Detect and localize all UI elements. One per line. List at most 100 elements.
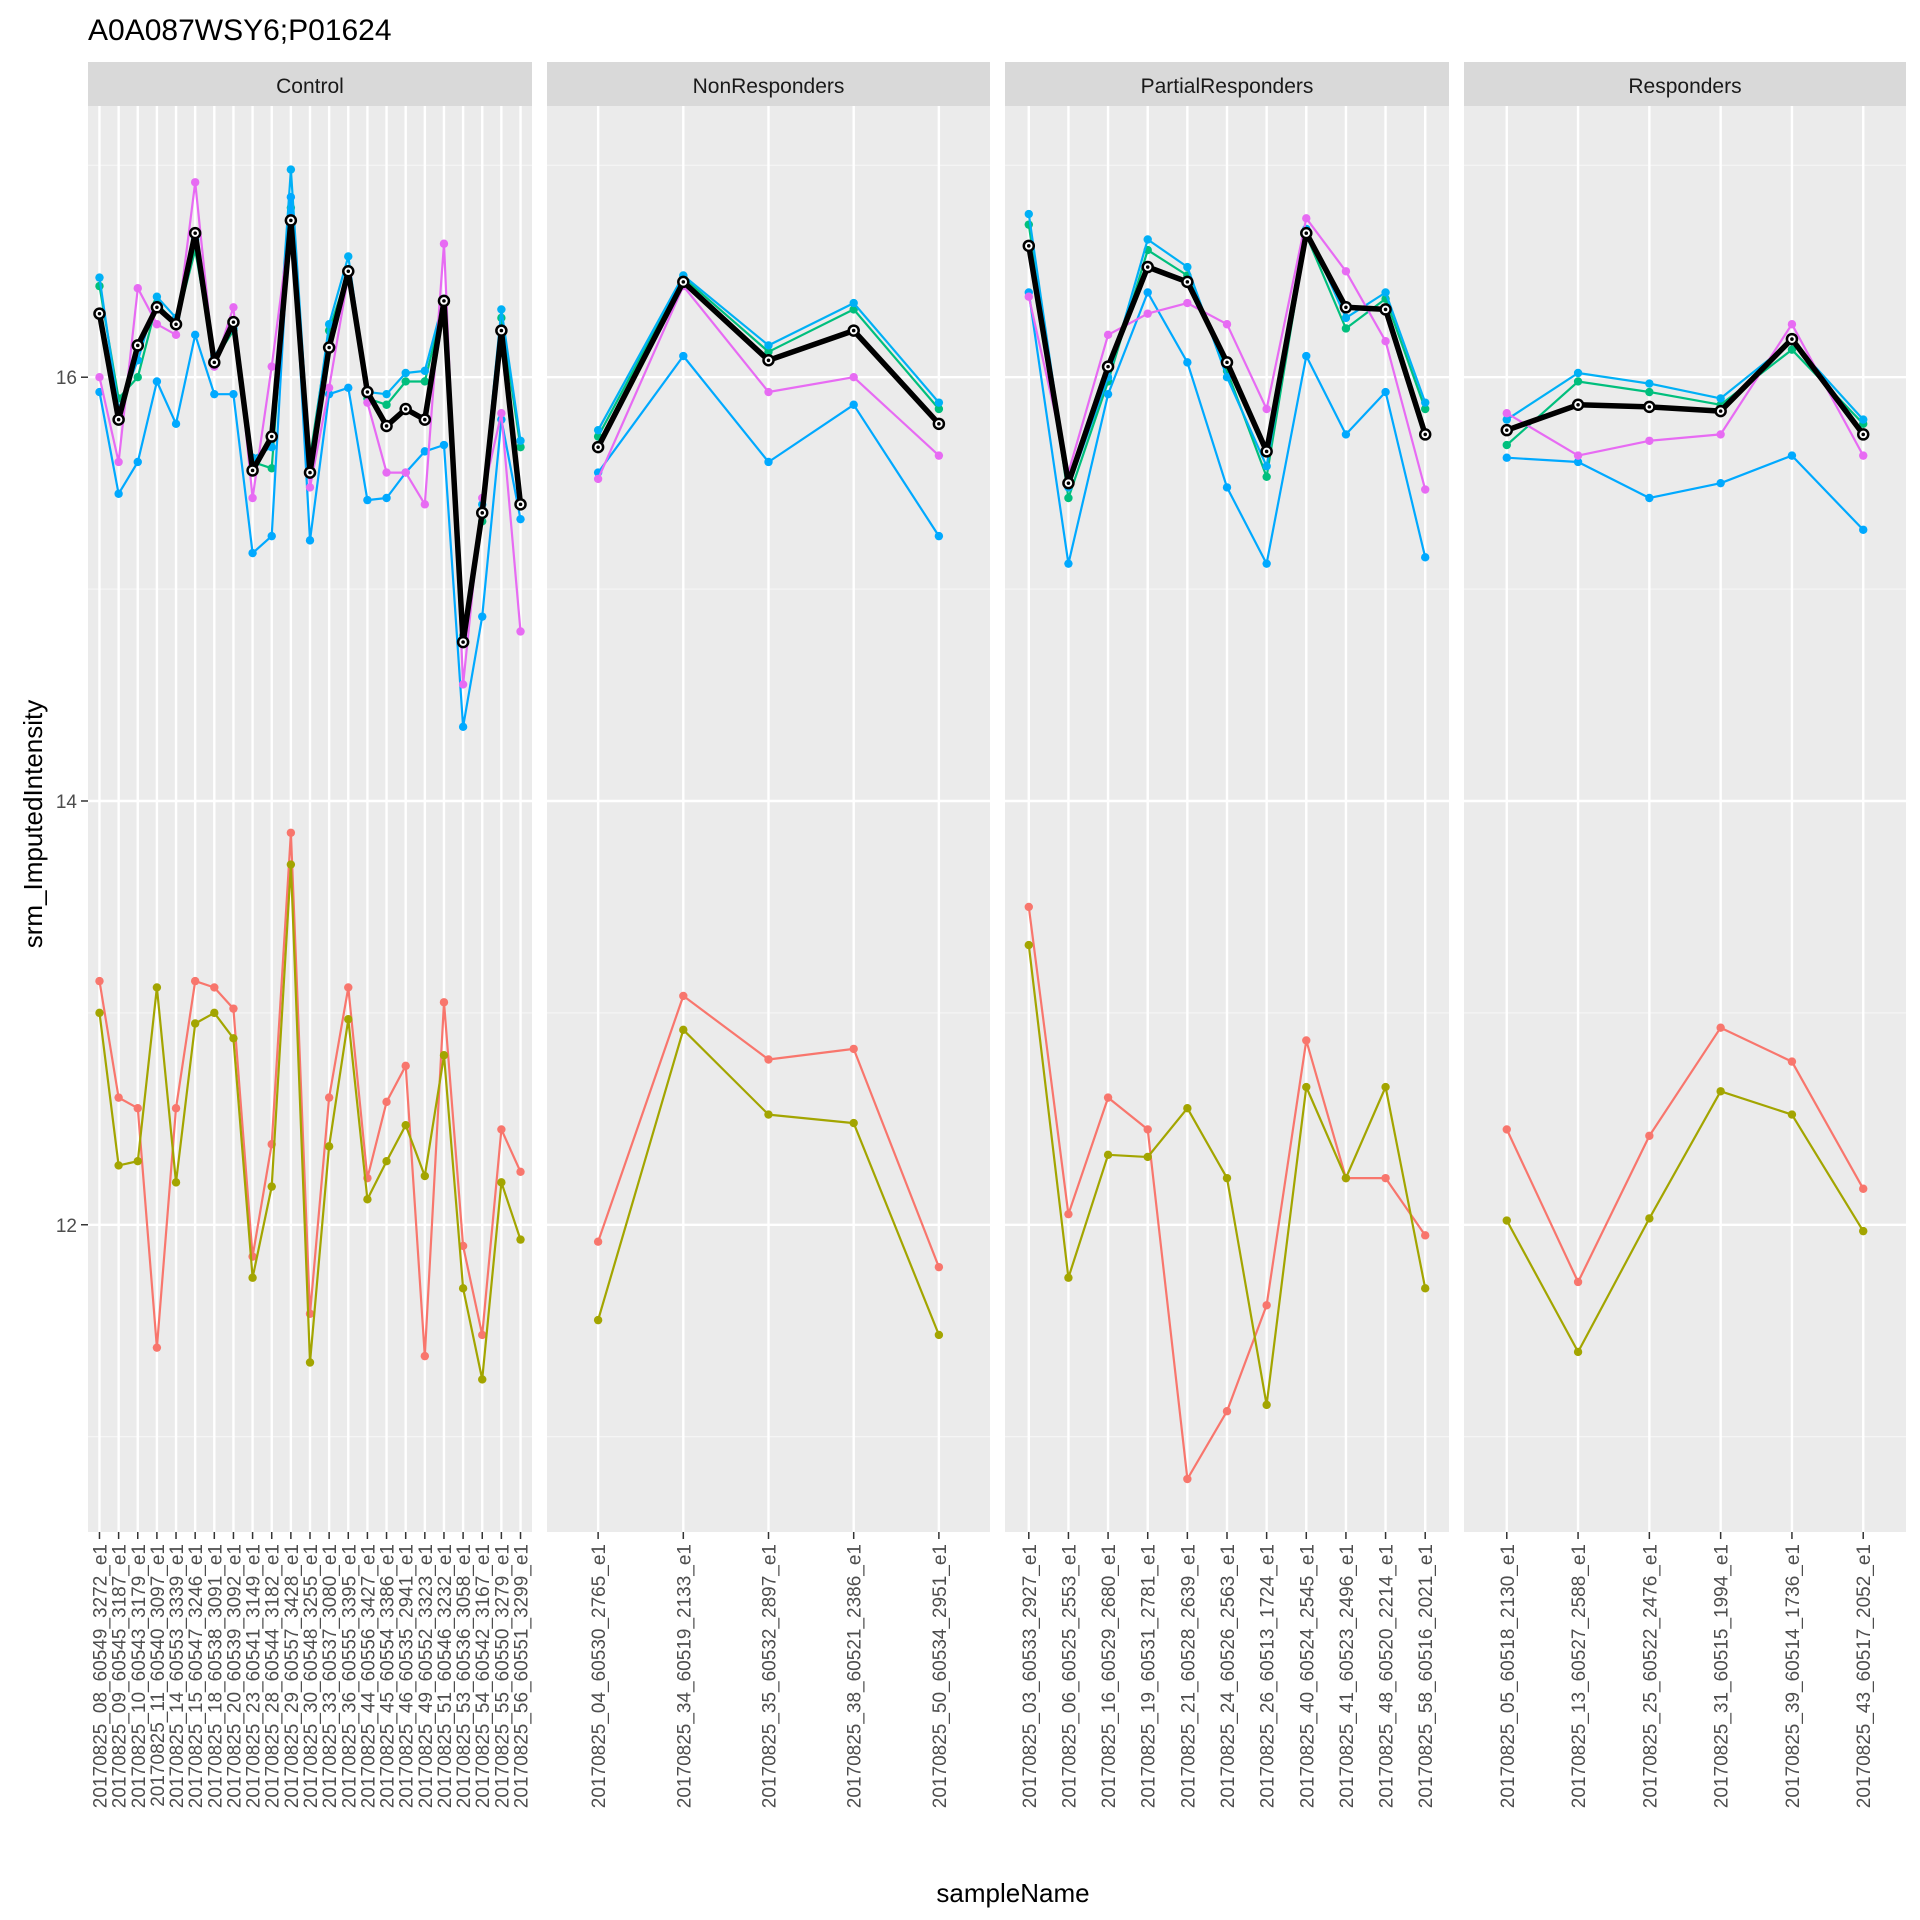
data-point bbox=[1787, 1057, 1797, 1066]
x-tick-label: 20170825_25_60522_2476_e1 bbox=[1640, 1544, 1661, 1808]
data-point bbox=[1143, 309, 1152, 318]
x-tick-label: 20170825_49_60552_3323_e1 bbox=[416, 1544, 437, 1808]
strip-responders bbox=[1464, 62, 1906, 106]
summary-point-center bbox=[212, 360, 217, 365]
data-point bbox=[133, 457, 142, 467]
data-point bbox=[679, 1025, 688, 1035]
data-point bbox=[267, 531, 276, 541]
data-point bbox=[286, 860, 296, 869]
x-tick-label: 20170825_08_60549_3272_e1 bbox=[91, 1544, 112, 1808]
data-point bbox=[1421, 553, 1430, 562]
data-point bbox=[401, 1120, 410, 1130]
data-point bbox=[190, 330, 200, 340]
data-point bbox=[458, 1284, 468, 1293]
summary-point-center bbox=[461, 640, 465, 644]
data-point bbox=[1341, 267, 1351, 276]
data-point bbox=[1222, 483, 1232, 492]
data-point bbox=[764, 1055, 773, 1064]
data-point bbox=[1859, 525, 1868, 534]
summary-series bbox=[93, 214, 527, 649]
series-2 bbox=[593, 1025, 944, 1340]
data-point bbox=[1502, 1125, 1511, 1134]
data-point bbox=[1716, 1023, 1725, 1032]
data-point bbox=[152, 1343, 162, 1352]
data-point bbox=[286, 192, 296, 202]
series-5 bbox=[1502, 451, 1868, 534]
data-point bbox=[934, 1262, 944, 1272]
data-point bbox=[849, 1044, 858, 1054]
summary-series bbox=[1500, 332, 1870, 441]
y-tick-label: 12 bbox=[56, 1216, 77, 1237]
data-point bbox=[1381, 1173, 1390, 1183]
data-point bbox=[420, 1171, 430, 1181]
data-point bbox=[267, 464, 276, 473]
panel-control: Control 20170825_08_60549_3272_e1 20170825… bbox=[56, 62, 533, 1808]
summary-point-center bbox=[1383, 307, 1388, 312]
strip-control bbox=[88, 62, 532, 106]
data-point bbox=[248, 1273, 257, 1282]
summary-point-center bbox=[1264, 449, 1269, 454]
data-point bbox=[229, 389, 238, 399]
summary-point-center bbox=[1106, 364, 1110, 369]
data-point bbox=[324, 383, 334, 393]
x-tick-label: 20170825_18_60538_3091_e1 bbox=[205, 1544, 226, 1808]
data-point bbox=[764, 347, 773, 356]
data-point bbox=[114, 1093, 123, 1102]
x-tick-label: 20170825_34_60519_2133_e1 bbox=[674, 1544, 695, 1808]
summary-point-center bbox=[1861, 432, 1866, 437]
strip-label-control: Control bbox=[276, 75, 344, 98]
x-tick-label: 20170825_55_60550_3279_e1 bbox=[492, 1544, 513, 1808]
data-point bbox=[95, 273, 104, 282]
data-point bbox=[439, 239, 449, 248]
data-point bbox=[210, 389, 219, 399]
data-point bbox=[401, 468, 410, 477]
x-tick-label: 20170825_19_60531_2781_e1 bbox=[1139, 1544, 1160, 1808]
x-tick-label: 20170825_13_60527_2588_e1 bbox=[1569, 1544, 1590, 1808]
data-point bbox=[1064, 493, 1073, 503]
data-point bbox=[849, 1118, 858, 1128]
x-tick-label: 20170825_26_60513_1724_e1 bbox=[1258, 1544, 1279, 1808]
data-point bbox=[1787, 345, 1797, 354]
summary-point-center bbox=[1026, 244, 1031, 248]
data-point bbox=[152, 377, 162, 386]
data-point bbox=[1381, 288, 1390, 297]
data-point bbox=[305, 483, 315, 492]
data-point bbox=[152, 320, 162, 329]
strip-label-partialresponders: PartialResponders bbox=[1141, 75, 1314, 98]
data-point bbox=[267, 362, 276, 371]
data-point bbox=[478, 1330, 487, 1340]
x-tick-label: 20170825_15_60547_3246_e1 bbox=[186, 1544, 207, 1808]
data-point bbox=[1645, 436, 1654, 445]
x-tick-label: 20170825_46_60535_2941_e1 bbox=[397, 1544, 418, 1808]
x-tick-label: 20170825_36_60555_3395_e1 bbox=[339, 1544, 360, 1808]
summary-point-center bbox=[766, 358, 771, 363]
summary-point-center bbox=[423, 417, 427, 422]
data-point bbox=[1103, 1150, 1113, 1160]
data-point bbox=[849, 305, 858, 314]
data-point bbox=[1143, 1152, 1152, 1162]
data-point bbox=[1502, 409, 1511, 418]
data-point bbox=[439, 998, 449, 1007]
summary-point-center bbox=[1790, 337, 1794, 341]
data-point bbox=[1341, 324, 1351, 333]
data-point bbox=[363, 495, 372, 505]
facet-panels: Control 20170825_08_60549_3272_e1 20170825… bbox=[56, 62, 1906, 1808]
data-point bbox=[382, 1097, 391, 1107]
data-point bbox=[1262, 472, 1271, 482]
data-point bbox=[420, 447, 430, 456]
data-point bbox=[248, 493, 257, 503]
summary-point-center bbox=[193, 231, 197, 235]
summary-point-center bbox=[135, 343, 140, 348]
data-point bbox=[1645, 1214, 1654, 1223]
data-point bbox=[1262, 1400, 1271, 1410]
data-point bbox=[1716, 1087, 1725, 1096]
summary-point-center bbox=[1718, 409, 1723, 413]
data-point bbox=[1787, 451, 1797, 460]
data-point bbox=[1787, 320, 1797, 329]
data-point bbox=[305, 1358, 315, 1367]
data-point bbox=[679, 351, 688, 361]
summary-point-center bbox=[480, 511, 485, 515]
data-point bbox=[133, 1104, 142, 1113]
x-axis-title: sampleName bbox=[936, 1878, 1089, 1908]
